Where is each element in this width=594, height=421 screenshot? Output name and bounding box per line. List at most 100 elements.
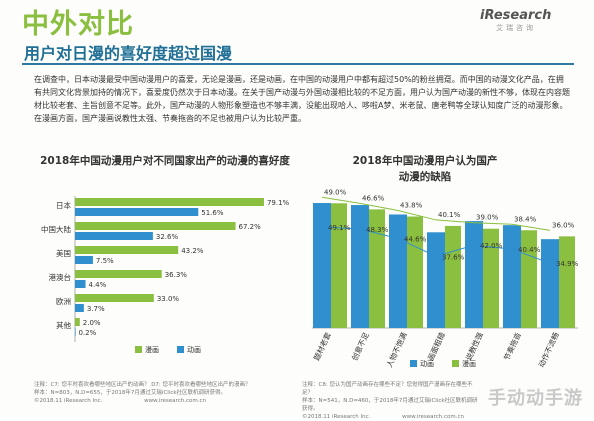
bar-anime xyxy=(313,203,331,328)
bar-manga xyxy=(75,198,264,206)
page-subtitle: 用户对日漫的喜好度超过国漫 xyxy=(24,44,233,63)
value-label-anime: 42.0% xyxy=(480,242,503,250)
value-label: 36.3% xyxy=(165,271,188,279)
value-label-manga: 38.4% xyxy=(514,215,537,223)
value-label-manga: 49.0% xyxy=(324,188,347,196)
bar-manga xyxy=(75,246,179,254)
iresearch-logo: iResearch 艾瑞咨询 xyxy=(480,8,580,42)
left-bar-chart: 日本 79.1% 51.6% 中国大陆 67.2% 32.6% 美国 43.2% 7.5% 港澳台… xyxy=(41,196,290,354)
category-label: 画面粗糙 xyxy=(425,330,447,362)
value-label-manga: 39.0% xyxy=(476,214,499,222)
right-note-line-1: 注释：C8: 您认为国产动画存在哪些不足？您觉得国产漫画存在哪些不足？ xyxy=(302,382,473,396)
value-label: 33.0% xyxy=(157,295,180,303)
bar-anime xyxy=(503,225,521,328)
right-note: 注释：C8: 您认为国产动画存在哪些不足？您觉得国产漫画存在哪些不足？ 样本：N… xyxy=(302,381,482,421)
bar-manga xyxy=(75,318,80,326)
bar-manga xyxy=(407,216,423,328)
legend-label: 漫画 xyxy=(462,359,476,368)
bar-anime xyxy=(465,221,483,328)
right-note-line-3: ©2018.11 iResearch Inc. www.iresearch.co… xyxy=(302,413,482,421)
value-label: 51.6% xyxy=(201,209,224,217)
bar-manga xyxy=(521,230,537,328)
right-bar-chart: 题材老套 创意不足 人物不饱满 画面粗糙 说教性强 节奏拖沓 动作不流畅 49.0% 46.6%… xyxy=(311,188,579,369)
category-label: 中国大陆 xyxy=(41,224,71,234)
legend-swatch xyxy=(410,360,417,367)
bar-anime xyxy=(75,232,153,240)
value-label: 32.6% xyxy=(156,233,179,241)
category-label: 说教性强 xyxy=(463,330,485,362)
value-label-manga: 36.0% xyxy=(552,221,575,229)
value-label-manga: 46.6% xyxy=(362,194,385,202)
bar-anime xyxy=(75,256,93,264)
manga-trend-line xyxy=(321,196,551,231)
value-label: 67.2% xyxy=(239,223,262,231)
left-website: www.iresearch.com.cn xyxy=(144,398,206,404)
logo-text: iResearch xyxy=(480,8,552,23)
bar-manga xyxy=(559,236,575,328)
legend-label: 动画 xyxy=(187,345,201,354)
left-note-line-3: ©2018.11 iResearch Inc. www.iresearch.co… xyxy=(34,397,294,405)
bar-manga xyxy=(445,225,461,328)
legend-swatch xyxy=(135,346,142,353)
bar-anime xyxy=(75,280,86,288)
bar-manga xyxy=(483,228,499,328)
value-label: 79.1% xyxy=(267,199,290,207)
value-label: 43.2% xyxy=(181,247,204,255)
bar-anime xyxy=(351,205,369,328)
bar-manga xyxy=(331,203,347,328)
category-label: 其他 xyxy=(56,320,71,330)
value-label-anime: 34.9% xyxy=(556,260,579,268)
category-label: 创意不足 xyxy=(349,330,371,362)
legend-swatch xyxy=(177,346,184,353)
bar-manga xyxy=(75,294,154,302)
logo-cn-text: 艾瑞咨询 xyxy=(496,24,536,32)
left-note-line-2: 样本：N=803，N.D=655，于2018年7月通过艾瑞iClick社区联机调… xyxy=(34,390,227,396)
legend-swatch xyxy=(452,360,459,367)
right-note-line-2: 样本：N=541，N.D=460，于2018年7月通过艾瑞iClick社区联机调… xyxy=(302,398,478,412)
category-label: 题材老套 xyxy=(311,330,333,362)
left-note: 注释：C7: 您平时喜欢看哪些地区出产的动画？ D7: 您平时喜欢看哪些地区出产… xyxy=(34,381,294,405)
left-chart-title: 2018年中国动漫用户对不同国家出产的动漫的喜好度 xyxy=(40,155,290,167)
value-label: 0.2% xyxy=(78,329,96,337)
category-label: 节奏拖沓 xyxy=(501,330,523,362)
value-label-anime: 44.6% xyxy=(404,235,427,243)
category-label: 日本 xyxy=(56,200,71,210)
bar-anime xyxy=(75,328,76,336)
right-chart-title: 2018年中国动漫用户认为国产动漫的缺陷 xyxy=(352,155,498,183)
category-label: 动作不流畅 xyxy=(536,330,561,369)
value-label: 7.5% xyxy=(96,257,114,265)
bar-anime xyxy=(427,232,445,328)
anime-trend-line xyxy=(321,226,551,264)
value-label-manga: 43.8% xyxy=(400,202,423,210)
legend-label: 动画 xyxy=(420,359,434,368)
value-label-anime: 37.6% xyxy=(442,253,465,261)
bar-manga xyxy=(75,222,236,230)
value-label: 3.7% xyxy=(87,305,105,313)
bar-anime xyxy=(541,239,559,328)
right-copyright: ©2018.11 iResearch Inc. xyxy=(302,414,371,420)
left-copyright: ©2018.11 iResearch Inc. xyxy=(34,398,103,404)
category-label: 美国 xyxy=(56,248,71,258)
value-label-manga: 40.1% xyxy=(438,211,461,219)
value-label-anime: 49.1% xyxy=(328,224,351,232)
legend-label: 漫画 xyxy=(145,345,159,354)
value-label-anime: 40.4% xyxy=(518,246,541,254)
value-label-anime: 48.3% xyxy=(366,226,389,234)
right-website: www.iresearch.com.cn xyxy=(402,414,464,420)
left-note-line-1: 注释：C7: 您平时喜欢看哪些地区出产的动画？ D7: 您平时喜欢看哪些地区出产… xyxy=(34,382,251,388)
bar-manga xyxy=(369,209,385,328)
watermark: 手动动手游 xyxy=(488,388,583,409)
value-label: 4.4% xyxy=(89,281,107,289)
body-paragraph: 在调查中，日本动漫最受中国动漫用户的喜爱，无论是漫画，还是动画，在中国的动漫用户… xyxy=(34,75,570,123)
bar-anime xyxy=(389,214,407,328)
bar-anime xyxy=(75,304,84,312)
bar-anime xyxy=(75,208,199,216)
bar-manga xyxy=(75,270,162,278)
category-label: 港澳台 xyxy=(49,272,72,282)
page-title: 中外对比 xyxy=(22,9,134,40)
value-label: 2.0% xyxy=(83,319,101,327)
header-divider xyxy=(22,63,574,65)
category-label: 欧洲 xyxy=(56,296,71,306)
category-label: 人物不饱满 xyxy=(384,330,409,369)
